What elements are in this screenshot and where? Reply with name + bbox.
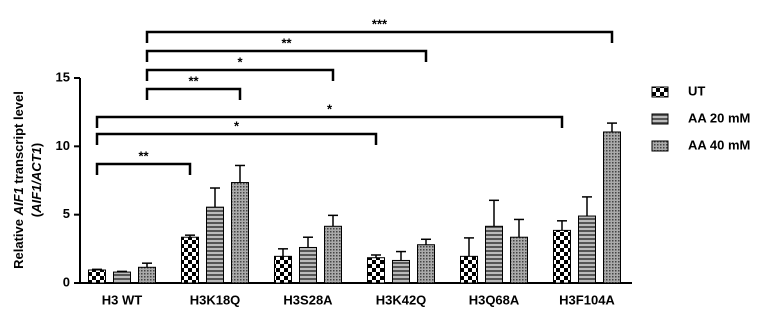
significance-label: * [327,101,333,116]
legend-swatch [651,140,669,152]
bar [206,206,224,284]
bar [417,244,435,284]
x-tick-label: H3 WT [102,292,143,307]
legend-label: UT [688,83,705,98]
bar [113,271,131,284]
y-tick-label: 15 [56,69,70,84]
significance-bracket [145,87,242,100]
y-tick-label: 0 [63,274,70,289]
y-tick-label: 5 [63,206,70,221]
y-tick-label: 10 [56,138,70,153]
significance-label: ** [281,35,292,50]
bar [324,225,342,284]
x-tick-label: H3F104A [559,292,615,307]
significance-label: *** [372,16,388,31]
bar [603,131,621,284]
legend-label: AA 20 mM [688,110,750,125]
label-part: Relative [11,215,26,268]
x-tick-label: H3Q68A [469,292,520,307]
significance-bracket [95,162,192,175]
bar [299,246,317,284]
bar [485,225,503,284]
label-part: AIF1 [11,187,26,216]
bar [274,255,292,284]
legend-swatch [651,113,669,125]
significance-label: * [237,54,243,69]
significance-bracket [95,115,564,128]
bar [231,182,249,284]
bar [510,236,528,284]
significance-bracket [145,49,428,62]
legend-label: AA 40 mM [688,137,750,152]
significance-label: ** [188,73,199,88]
bar [367,257,385,284]
x-tick-label: H3K42Q [376,292,427,307]
significance-bracket [95,132,378,145]
label-part: transcript level [11,91,26,187]
label-part: AIF1/ACT1 [29,147,44,214]
significance-bracket [145,30,614,43]
bar [553,229,571,284]
bar [181,236,199,284]
significance-label: * [234,118,240,133]
significance-bracket [145,68,335,81]
label-part: ( [29,212,44,217]
y-axis-label: Relative AIF1 transcript level [11,91,26,269]
label-part: ) [29,143,44,147]
x-tick-label: H3S28A [283,292,333,307]
y-axis-label: (AIF1/ACT1) [29,143,44,217]
significance-label: ** [138,148,149,163]
bar [460,255,478,284]
bar [138,266,156,284]
x-tick-label: H3K18Q [190,292,241,307]
bar [578,215,596,284]
bar [88,269,106,284]
bar [392,259,410,284]
legend-swatch [651,86,669,98]
